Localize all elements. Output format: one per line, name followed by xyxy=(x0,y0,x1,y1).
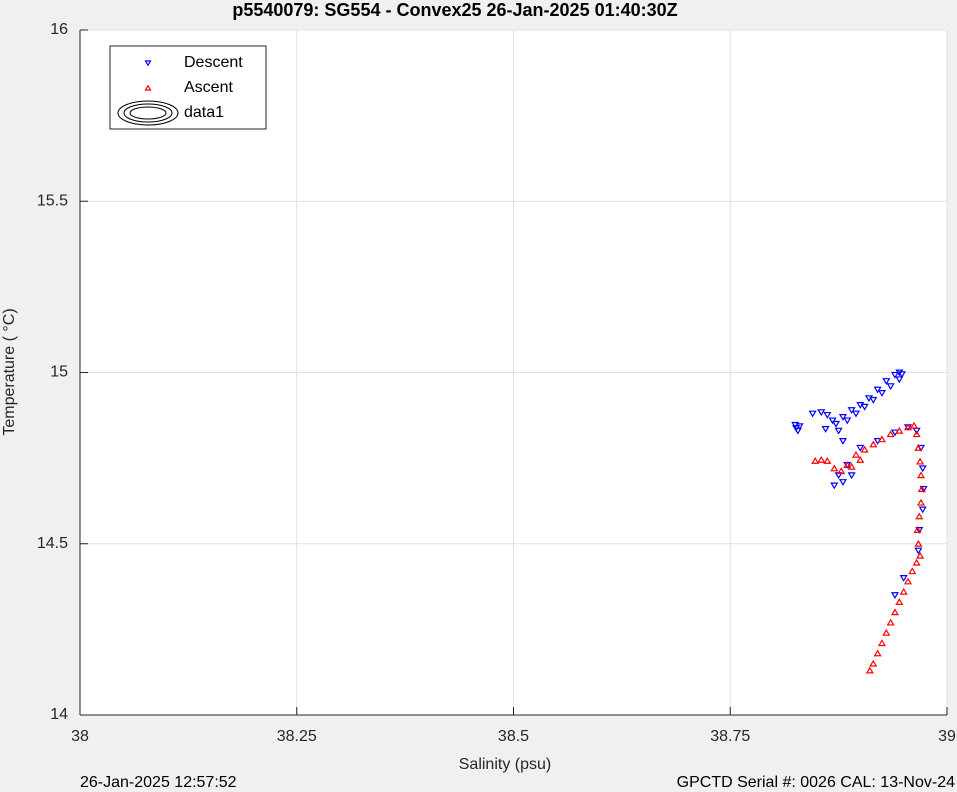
legend-label: data1 xyxy=(184,104,224,121)
point xyxy=(860,403,869,411)
point xyxy=(823,411,832,419)
point xyxy=(912,558,921,566)
point xyxy=(895,369,904,377)
point xyxy=(817,409,826,417)
point xyxy=(869,659,878,667)
footer-right: GPCTD Serial #: 0026 CAL: 13-Nov-24 xyxy=(677,774,955,791)
point xyxy=(847,462,856,470)
point xyxy=(914,443,923,451)
point xyxy=(843,461,852,468)
point xyxy=(831,420,841,428)
point xyxy=(908,567,917,575)
point xyxy=(882,378,891,385)
y-tick-label: 15.5 xyxy=(37,192,68,209)
point xyxy=(851,450,861,458)
x-tick-label: 39 xyxy=(938,728,956,745)
point xyxy=(917,485,926,492)
point xyxy=(914,547,923,555)
point xyxy=(823,456,832,464)
point xyxy=(918,506,927,514)
legend-icon xyxy=(123,103,173,123)
y-tick-label: 15 xyxy=(50,364,68,381)
point xyxy=(793,427,802,435)
y-tick-label: 16 xyxy=(50,21,68,38)
point xyxy=(873,386,882,394)
point xyxy=(899,587,908,595)
point xyxy=(869,396,878,404)
y-axis-label: Temperature ( °C) xyxy=(1,308,18,435)
point xyxy=(916,551,925,559)
point xyxy=(837,467,846,475)
point xyxy=(895,598,904,605)
point xyxy=(828,417,837,425)
chart-title: p5540079: SG554 - Convex25 26-Jan-2025 0… xyxy=(232,0,677,20)
point xyxy=(913,526,922,534)
point xyxy=(830,482,839,490)
footer-left: 26-Jan-2025 12:57:52 xyxy=(80,774,237,791)
point xyxy=(886,618,895,626)
point xyxy=(877,639,887,647)
legend-icon xyxy=(117,100,179,126)
point xyxy=(838,414,848,421)
legend-label: Ascent xyxy=(184,79,233,96)
point xyxy=(873,649,882,657)
point xyxy=(877,435,887,443)
point xyxy=(860,445,869,453)
point xyxy=(890,371,900,379)
point xyxy=(916,471,926,479)
x-tick-label: 38 xyxy=(71,728,89,745)
point xyxy=(856,444,865,452)
point xyxy=(843,417,852,425)
point xyxy=(897,371,906,379)
x-tick-label: 38.25 xyxy=(277,728,317,745)
point xyxy=(895,426,904,434)
point xyxy=(865,666,874,674)
point xyxy=(834,427,843,435)
point xyxy=(877,390,887,397)
point xyxy=(847,472,856,480)
legend-icon xyxy=(144,60,152,67)
point xyxy=(821,426,830,433)
point xyxy=(916,498,926,506)
legend-icon xyxy=(144,84,152,91)
point xyxy=(895,376,904,384)
point xyxy=(838,479,848,486)
point xyxy=(918,465,927,473)
point xyxy=(869,440,878,448)
point xyxy=(890,608,900,616)
point xyxy=(851,410,861,418)
y-tick-label: 14.5 xyxy=(37,535,68,552)
point xyxy=(882,628,891,636)
point xyxy=(886,383,895,391)
point xyxy=(811,456,820,464)
y-tick-label: 14 xyxy=(50,706,68,723)
point xyxy=(890,592,900,600)
point xyxy=(808,410,817,418)
legend-label: Descent xyxy=(184,54,243,71)
x-tick-label: 38.5 xyxy=(498,728,529,745)
point xyxy=(847,407,856,415)
point xyxy=(915,527,924,534)
legend-box xyxy=(109,45,267,130)
point xyxy=(915,512,924,520)
point xyxy=(912,430,921,438)
point xyxy=(817,455,826,463)
point xyxy=(903,423,913,431)
point xyxy=(830,464,839,472)
point xyxy=(910,421,919,429)
point xyxy=(795,423,804,431)
point xyxy=(916,457,925,465)
point xyxy=(914,539,923,547)
x-axis-label: Salinity (psu) xyxy=(459,756,551,773)
x-tick-label: 38.75 xyxy=(710,728,750,745)
point xyxy=(838,438,848,445)
point xyxy=(899,574,908,582)
point xyxy=(903,577,913,585)
point xyxy=(886,430,895,438)
point xyxy=(919,485,928,493)
legend-icon xyxy=(129,106,167,120)
point xyxy=(856,455,865,463)
